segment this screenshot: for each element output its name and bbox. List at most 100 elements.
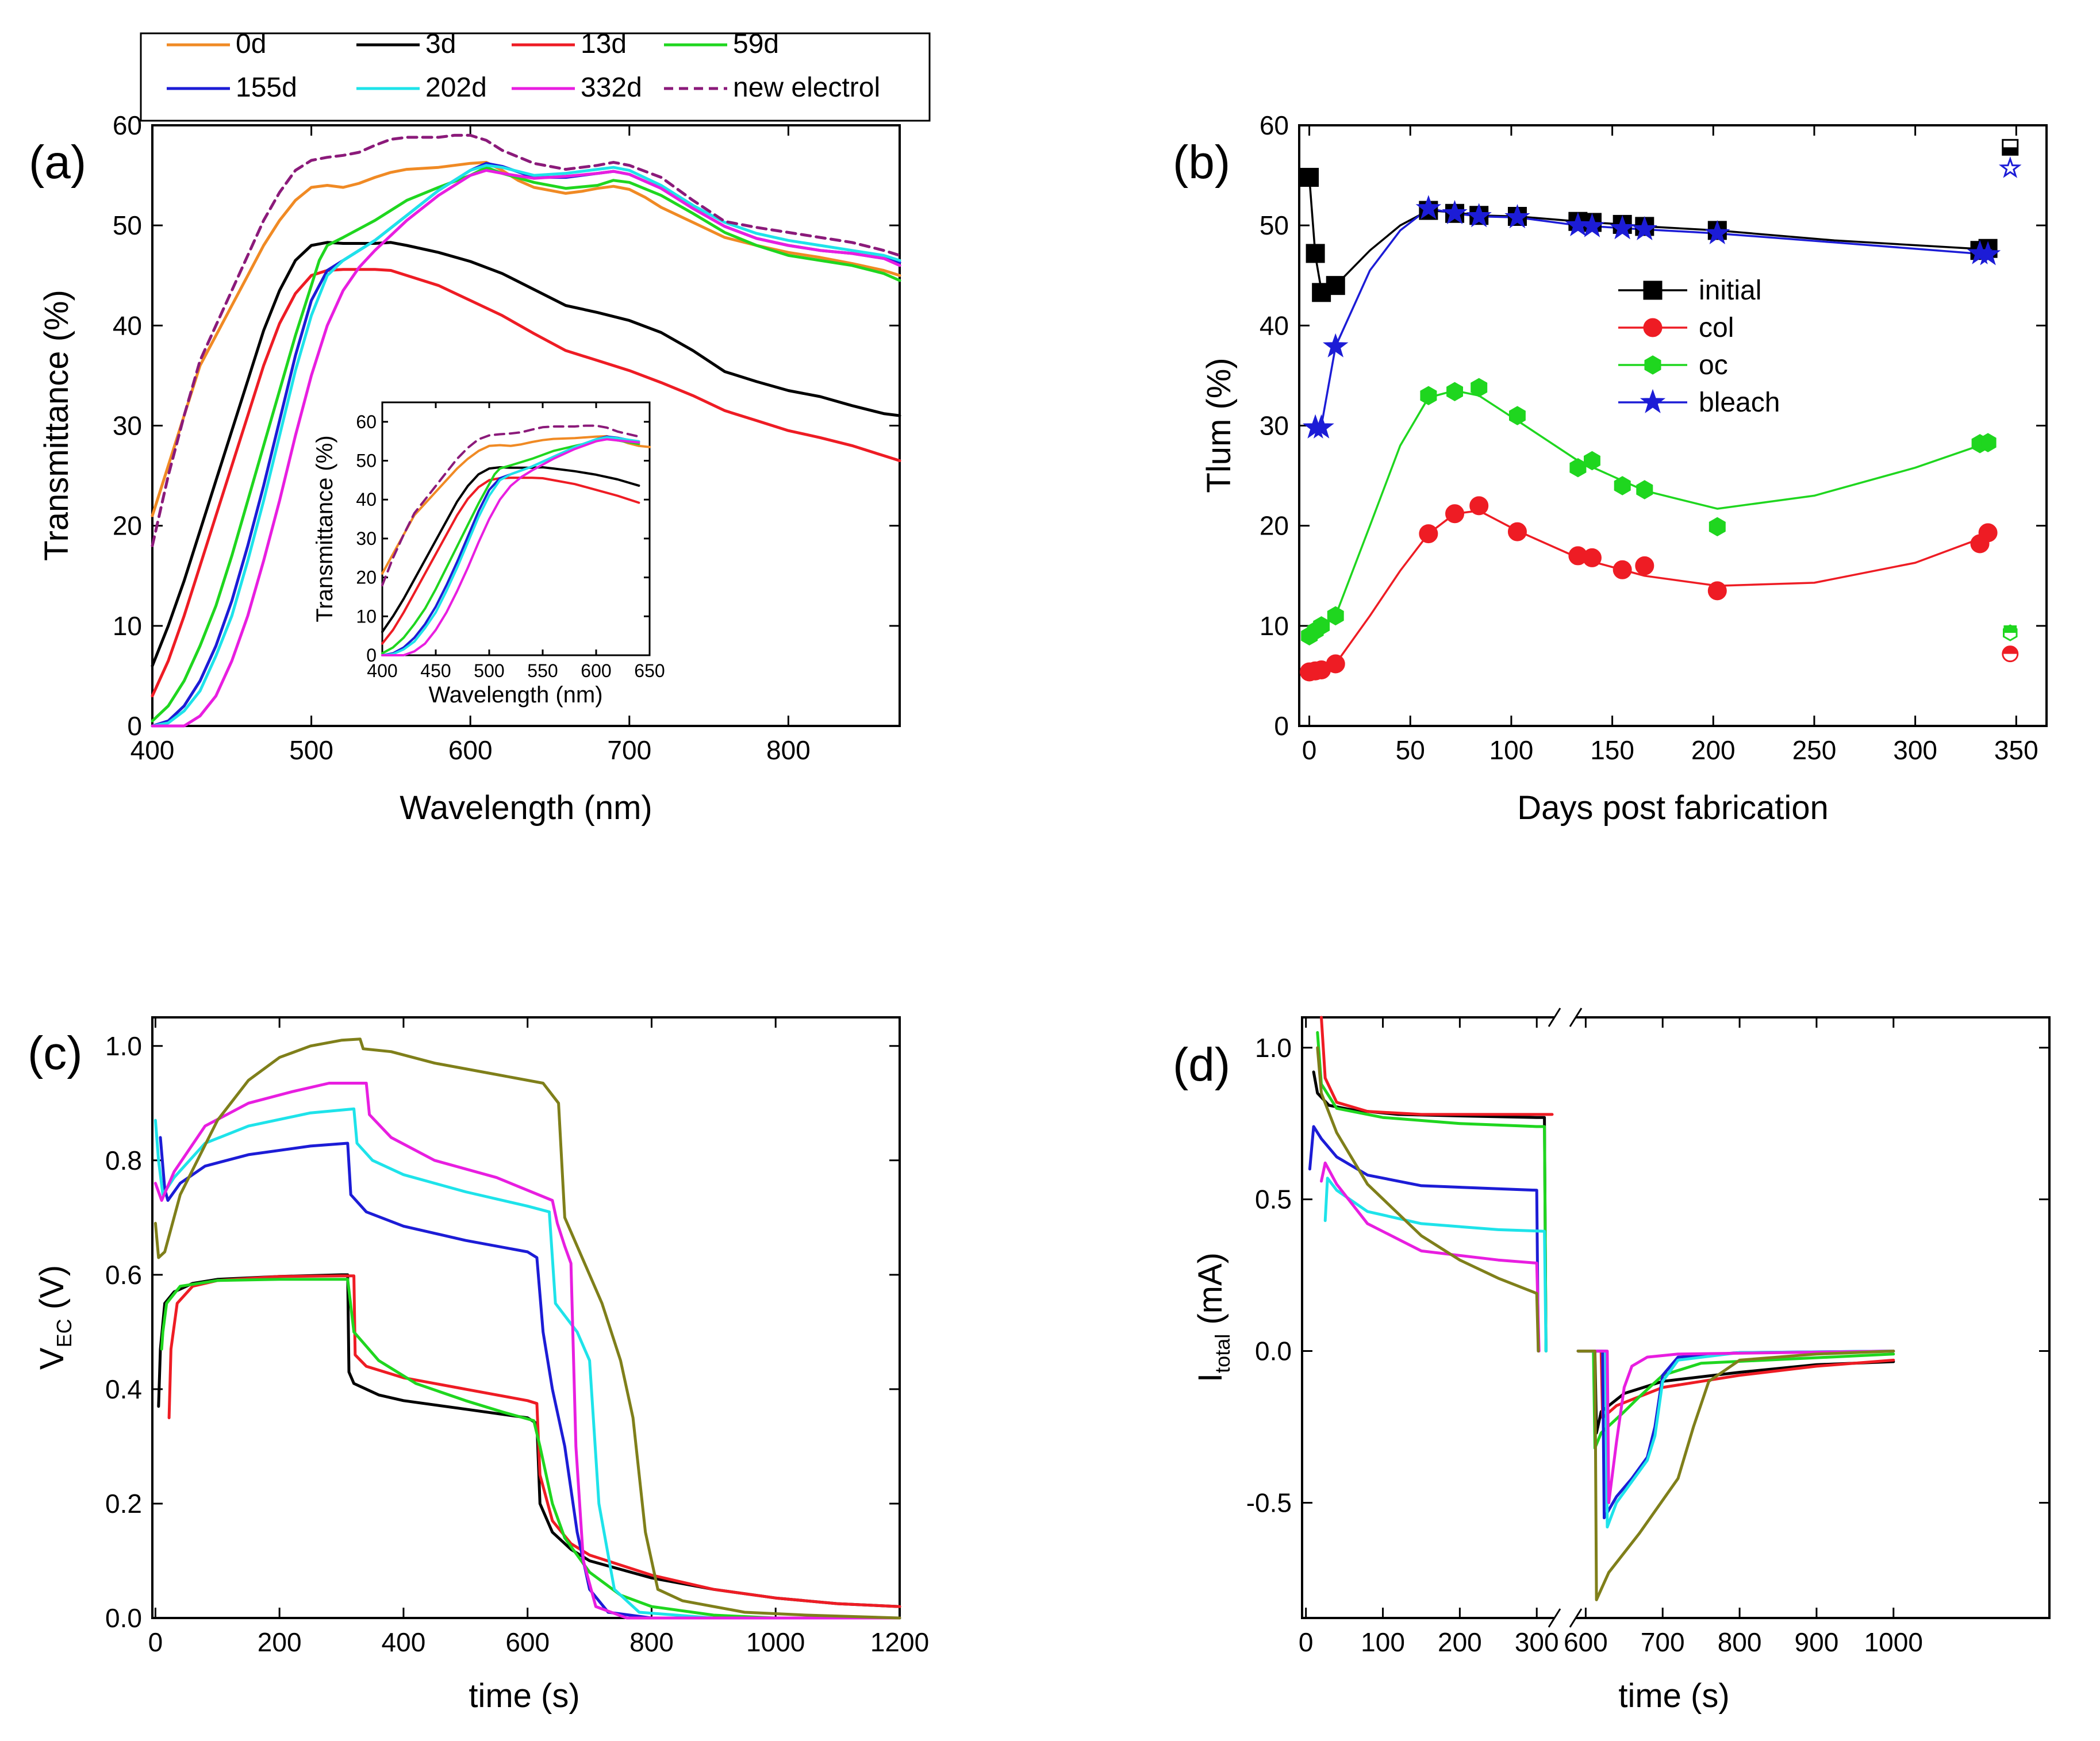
data-marker-oc: [1446, 382, 1463, 402]
x-tick-label: 700: [1641, 1627, 1685, 1657]
x-tick-label: 600: [1564, 1627, 1608, 1657]
x-tick-label: 550: [527, 660, 558, 681]
panel-d-xlabel: time (s): [1618, 1677, 1729, 1715]
axis-break-slash: [1569, 1608, 1583, 1628]
x-tick-label: 400: [367, 660, 397, 681]
x-tick-label: 900: [1795, 1627, 1839, 1657]
data-marker-oc: [1327, 606, 1344, 626]
panel-d-lines: [1308, 1016, 1895, 1601]
data-marker-col: [1582, 548, 1602, 567]
x-tick-label: 0: [148, 1627, 163, 1657]
legend-b-label: bleach: [1699, 387, 1780, 418]
panel-d-ylabel-unit: (mA): [1192, 1252, 1229, 1334]
x-tick-label: 400: [130, 735, 175, 765]
y-tick-label: 0: [127, 711, 142, 741]
x-tick-label: 500: [289, 735, 333, 765]
legend-b-marker-oc: [1644, 355, 1661, 375]
data-marker-col: [1707, 581, 1727, 601]
outlier-marker-initial-half: [2002, 147, 2018, 155]
series-line-green: [1316, 1031, 1548, 1353]
data-marker-bleach: [1579, 213, 1605, 237]
data-marker-initial: [1326, 276, 1345, 295]
legend-a-label: new electrol: [733, 72, 880, 103]
series-line-red: [1320, 1016, 1554, 1116]
legend-a-label: 0d: [236, 29, 266, 59]
data-marker-bleach: [1323, 333, 1349, 358]
inset-lines: [381, 424, 651, 656]
legend-b: initial col oc bleach: [1618, 275, 1780, 418]
series-line-magenta: [153, 1082, 901, 1620]
series-line-magenta-after-break: [1576, 1350, 1895, 1504]
y-tick-label: 40: [113, 310, 142, 340]
panel-c-lines: [153, 1037, 901, 1620]
series-line-green-after-break: [1576, 1350, 1895, 1450]
panel-c-ylabel-unit: (V): [33, 1265, 71, 1319]
x-tick-label: 650: [634, 660, 665, 681]
data-marker-bleach: [1609, 215, 1636, 240]
x-tick-label: 0: [1299, 1627, 1314, 1657]
series-line-202d: [151, 164, 901, 728]
x-tick-label: 50: [1396, 735, 1425, 765]
series-line-blue: [159, 1136, 901, 1620]
data-marker-oc: [1709, 517, 1726, 537]
panel-c-xlabel: time (s): [469, 1677, 579, 1715]
legend-a-entries: 0d 3d 13d 59d 155d 202d 332d new electrol: [167, 29, 880, 103]
panel-c-ticks: 0 200 400 600 800 1000 1200 0.0 0.2 0.4 0.6 0.8 1.0: [105, 1017, 929, 1657]
inset-line-new-electrol: [381, 424, 640, 587]
inset-xlabel: Wavelength (nm): [428, 682, 602, 708]
x-tick-label: 200: [1691, 735, 1736, 765]
series-line-cyan: [153, 1107, 901, 1620]
y-tick-label: 0.0: [105, 1603, 142, 1633]
legend-b-marker-bleach: [1640, 389, 1666, 413]
data-marker-col: [1326, 654, 1345, 674]
outlier-marker-oc-half: [2003, 625, 2017, 633]
y-tick-label: 50: [1260, 210, 1289, 240]
inset-ticks: 400 450 500 550 600 650 0 10 20 30 40 50 60: [356, 402, 665, 681]
axis-break-marks: [1548, 1008, 1583, 1628]
y-tick-label: 20: [356, 567, 377, 588]
panel-a-label: (a): [29, 136, 86, 189]
y-tick-label: 20: [1260, 511, 1289, 541]
y-tick-label: -0.5: [1246, 1488, 1292, 1517]
x-tick-label: 250: [1792, 735, 1837, 765]
y-tick-label: 10: [1260, 611, 1289, 641]
data-marker-oc: [1569, 458, 1587, 478]
panel-b-label: (b): [1173, 136, 1230, 189]
axis-break-slash: [1548, 1008, 1561, 1027]
data-marker-bleach: [1504, 203, 1530, 229]
y-tick-label: 0.4: [105, 1374, 142, 1404]
x-tick-label: 300: [1893, 735, 1937, 765]
panel-c: 0 200 400 600 800 1000 12000.00.20.40.60.81.0 …: [28, 1016, 929, 1715]
panel-d-ticks: 0 100 200 300 600 700 800 900 1000 -0.5 0.0 0.5 1.0: [1246, 1017, 2049, 1657]
y-tick-label: 0.6: [105, 1260, 142, 1290]
x-tick-label: 300: [1515, 1627, 1559, 1657]
series-line-cyan-after-break: [1576, 1350, 1895, 1529]
x-tick-label: 700: [607, 735, 651, 765]
inset-line-13d: [381, 476, 640, 645]
data-marker-initial: [1300, 168, 1319, 187]
panel-d: 0 100 200 300 600 700 800 900 1000-0.50.00.51.0 …: [1173, 1008, 2051, 1715]
series-line-red: [167, 1274, 901, 1608]
data-marker-col: [1978, 523, 1998, 543]
panel-d-label: (d): [1173, 1039, 1230, 1091]
y-tick-label: 0.5: [1255, 1185, 1292, 1215]
fit-curve-oc: [1308, 389, 1989, 637]
data-marker-col: [1635, 556, 1654, 575]
inset-line-3d: [381, 466, 640, 633]
series-line-cyan: [1323, 1177, 1548, 1353]
x-tick-label: 0: [1302, 735, 1317, 765]
data-marker-oc: [1509, 406, 1526, 425]
panel-a-lines: [151, 133, 901, 728]
data-marker-oc: [1313, 616, 1330, 636]
axis-break-gap: [1554, 1014, 1576, 1021]
legend-b-label: initial: [1699, 275, 1761, 306]
panel-b-curves: [1308, 176, 1989, 673]
legend-a-label: 59d: [733, 29, 779, 59]
series-line-blue: [1308, 1125, 1540, 1353]
x-tick-label: 500: [474, 660, 504, 681]
data-marker-bleach: [1975, 241, 2001, 266]
data-marker-bleach: [1631, 216, 1657, 241]
y-tick-label: 60: [356, 412, 377, 432]
outlier-marker-col-half: [2002, 646, 2018, 654]
